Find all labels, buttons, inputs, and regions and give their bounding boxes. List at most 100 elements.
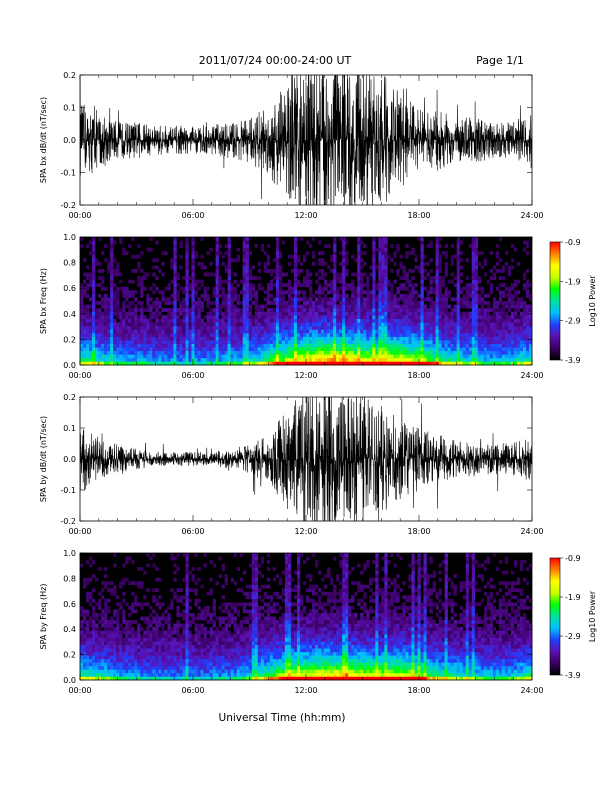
spectrogram-cell [272,318,277,323]
spectrogram-cell [248,347,253,352]
spectrogram-cell [519,297,524,302]
spectrogram-cell [128,279,132,284]
spectrogram-cell [170,329,174,334]
spectrogram-cell [185,648,189,653]
spectrogram-cell [215,265,219,270]
spectrogram-cell [498,347,503,352]
spectrogram-cell [387,354,391,359]
spectrogram-cell [101,658,105,663]
spectrogram-cell [438,283,442,288]
spectrogram-cell [462,286,466,291]
spectrogram-cell [188,286,192,291]
spectrogram-cell [456,258,460,263]
spectrogram-cell [182,658,186,663]
spectrogram-cell [92,669,96,674]
spectrogram-cell [110,293,114,298]
spectrogram-cell [164,357,168,362]
spectrogram-cell [251,265,256,270]
spectrogram-cell [182,602,186,607]
spectrogram-cell [92,265,96,270]
spectrogram-cell [324,329,328,334]
spectrogram-cell [188,570,192,575]
spectrogram-cell [462,354,466,359]
spectrogram-cell [137,630,141,635]
spectrogram-cell [137,361,141,366]
spectrogram-cell [188,361,192,366]
spectrogram-cell [318,283,322,288]
spectrogram-cell [387,322,391,327]
spectrogram-cell [324,308,328,312]
spectrogram-cell [218,347,222,352]
spectrogram-cell [492,340,497,344]
spectrogram-cell [161,318,165,323]
spectrogram-cell [522,286,527,291]
spectrogram-cell [113,322,117,327]
spectrogram-cell [203,347,207,352]
spectrogram-cell [342,336,346,341]
spectrogram-cell [113,612,117,617]
spectrogram-cell [119,340,123,344]
spectrogram-cell [155,325,159,330]
spectrogram-cell [432,333,436,337]
spectrogram-cell [360,251,364,256]
spectrogram-cell [378,290,382,295]
spectrogram-cell [459,251,463,256]
spectrogram-cell [447,311,451,316]
spectrogram-cell [149,669,153,674]
spectrogram-cell [101,301,105,305]
spectrogram-cell [441,354,445,359]
spectrogram-cell [330,311,334,316]
spectrogram-cell [516,354,521,359]
spectrogram-cell [194,602,198,607]
spectrogram-cell [257,343,262,348]
spectrogram-cell [227,258,231,263]
spectrogram-cell [471,269,476,273]
spectrogram-cell [471,276,476,280]
spectrogram-cell [188,637,192,642]
spectrogram-cell [242,272,247,277]
spectrogram-cell [110,240,114,245]
spectrogram-cell [197,261,201,266]
spectrogram-cell [287,304,292,309]
spectrogram-cell [89,676,93,681]
spectrogram-cell [155,318,159,323]
spectrogram-cell [233,311,237,316]
spectrogram-cell [471,265,476,270]
spectrogram-cell [116,609,120,614]
spectrogram-cell [104,581,108,586]
spectrogram-cell [324,304,328,309]
spectrogram-cell [134,620,138,624]
spectrogram-cell [263,315,268,320]
spectrogram-cell [170,644,174,649]
spectrogram-cell [513,293,518,298]
spectrogram-cell [351,333,355,337]
spectrogram-cell [89,297,93,302]
spectrogram-cell [275,304,280,309]
spectrogram-cell [245,311,250,316]
spectrogram-cell [164,347,168,352]
spectrogram-cell [501,315,506,320]
spectrogram-cell [218,286,222,291]
spectrogram-cell [206,297,210,302]
spectrogram-cell [209,315,213,320]
spectrogram-cell [107,340,111,344]
spectrogram-cell [333,333,337,337]
spectrogram-cell [116,304,120,309]
spectrogram-cell [194,254,198,259]
spectrogram-cell [384,261,388,266]
spectrogram-cell [363,354,367,359]
spectrogram-cell [299,347,304,352]
spectrogram-cell [420,361,424,366]
spectrogram-cell [242,336,247,341]
spectrogram-cell [486,361,491,366]
spectrogram-cell [131,237,135,241]
spectrogram-cell [429,329,433,334]
spectrogram-cell [245,308,250,312]
spectrogram-cell [408,293,412,298]
spectrogram-cell [315,357,319,362]
spectrogram-cell [182,623,186,628]
spectrogram-cell [203,343,207,348]
spectrogram-cell [83,581,87,586]
spectrogram-cell [318,357,322,362]
spectrogram-cell [266,329,271,334]
